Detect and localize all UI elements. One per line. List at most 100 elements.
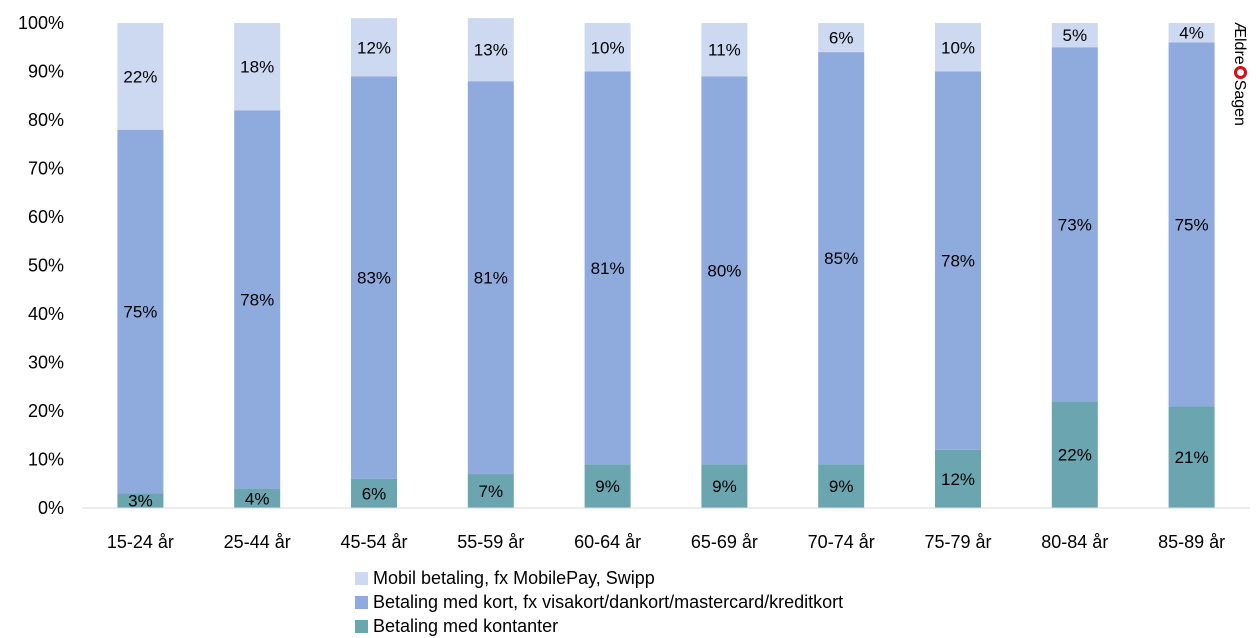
bar-segment xyxy=(935,23,981,72)
x-tick-label: 55-59 år xyxy=(457,532,524,552)
data-label: 73% xyxy=(1058,215,1092,234)
data-label: 80% xyxy=(707,261,741,280)
y-tick-label: 90% xyxy=(28,62,64,82)
y-tick-label: 30% xyxy=(28,353,64,373)
data-label: 21% xyxy=(1175,448,1209,467)
y-axis: 0% 10% 20% 30% 40% 50% 60% 70% 80% 90% 100% xyxy=(18,13,64,518)
bar-segment xyxy=(1051,47,1098,402)
data-label: 9% xyxy=(712,477,737,496)
legend-label-mobil: Mobil betaling, fx MobilePay, Swipp xyxy=(373,567,655,588)
data-label: 18% xyxy=(240,58,274,77)
data-label: 13% xyxy=(474,41,508,60)
bar-segment xyxy=(584,23,631,72)
y-tick-label: 0% xyxy=(38,498,64,518)
data-label: 9% xyxy=(595,477,620,496)
data-label: 85% xyxy=(824,249,858,268)
bars-group: 3% 75% 22% 4% 78% 18% 6% 83% 12% 7% 81% 13% 9% 81% 10%… xyxy=(117,18,1215,511)
legend-swatch-kontanter xyxy=(355,619,368,633)
bar-segment xyxy=(1051,23,1098,48)
legend-label-kontanter: Betaling med kontanter xyxy=(373,615,559,636)
legend: Mobil betaling, fx MobilePay, Swipp Beta… xyxy=(355,566,843,638)
bar-segment xyxy=(467,18,514,82)
bar-segment xyxy=(234,110,281,489)
x-tick-label: 25-44 år xyxy=(224,532,291,552)
bar-segment xyxy=(935,449,981,508)
bar-segment xyxy=(935,71,981,450)
y-tick-label: 60% xyxy=(28,207,64,227)
bar-segment xyxy=(584,464,631,508)
x-tick-label: 15-24 år xyxy=(107,532,174,552)
data-label: 78% xyxy=(941,252,975,271)
brand-text-pre: Ældre xyxy=(1231,22,1248,65)
data-label: 9% xyxy=(829,477,854,496)
bar-segment xyxy=(701,76,748,465)
data-label: 75% xyxy=(1175,215,1209,234)
data-label: 6% xyxy=(362,484,387,503)
legend-item-kort: Betaling med kort, fx visakort/dankort/m… xyxy=(355,590,843,614)
data-label: 4% xyxy=(245,489,270,508)
brand-logo: Ældre Sagen xyxy=(1228,22,1248,152)
x-tick-label: 65-69 år xyxy=(691,532,758,552)
x-axis: 15-24 år 25-44 år 45-54 år 55-59 år 60-64 år… xyxy=(82,507,1250,552)
bar-segment xyxy=(701,464,748,508)
data-label: 81% xyxy=(591,259,625,278)
y-tick-label: 80% xyxy=(28,110,64,130)
bar-segment xyxy=(467,81,514,475)
x-tick-label: 75-79 år xyxy=(924,532,991,552)
data-label: 12% xyxy=(941,470,975,489)
bar-segment xyxy=(818,464,865,508)
data-label: 4% xyxy=(1179,24,1204,43)
brand-dot-icon xyxy=(1234,65,1247,79)
bar-segment xyxy=(117,129,164,494)
data-label: 10% xyxy=(591,38,625,57)
bar-segment xyxy=(1168,23,1215,43)
bar-segment xyxy=(818,52,865,465)
data-label: 5% xyxy=(1063,26,1088,45)
bar-segment xyxy=(117,23,164,130)
bar-segment xyxy=(117,493,164,508)
bar-segment xyxy=(584,71,631,465)
x-tick-label: 60-64 år xyxy=(574,532,641,552)
data-label: 3% xyxy=(128,492,153,511)
stacked-bar-chart: 0% 10% 20% 30% 40% 50% 60% 70% 80% 90% 100% 3% 75% 2… xyxy=(18,13,1250,552)
bar-segment xyxy=(234,23,281,111)
y-tick-label: 70% xyxy=(28,159,64,179)
data-label: 11% xyxy=(708,41,741,60)
bar-segment xyxy=(818,23,865,53)
y-tick-label: 50% xyxy=(28,256,64,276)
data-label: 81% xyxy=(474,269,508,288)
legend-swatch-kort xyxy=(355,595,368,609)
legend-item-mobil: Mobil betaling, fx MobilePay, Swipp xyxy=(355,566,843,590)
data-label: 6% xyxy=(829,29,854,48)
bar-segment xyxy=(351,478,397,508)
bar-segment xyxy=(234,488,281,508)
data-label: 83% xyxy=(357,269,391,288)
bar-segment xyxy=(1168,42,1215,407)
bar-segment xyxy=(701,23,748,77)
data-label: 10% xyxy=(941,38,975,57)
data-label: 7% xyxy=(479,482,504,501)
data-label: 22% xyxy=(123,67,157,86)
legend-item-kontanter: Betaling med kontanter xyxy=(355,614,843,638)
y-tick-label: 10% xyxy=(28,450,64,470)
data-label: 22% xyxy=(1058,446,1092,465)
legend-swatch-mobil xyxy=(355,571,368,585)
x-tick-label: 70-74 år xyxy=(808,532,875,552)
brand-text-post: Sagen xyxy=(1231,79,1248,126)
x-tick-label: 85-89 år xyxy=(1158,532,1225,552)
y-tick-label: 20% xyxy=(28,401,64,421)
bar-segment xyxy=(351,76,397,479)
data-label: 12% xyxy=(357,38,391,57)
bar-segment xyxy=(351,18,397,77)
data-label: 78% xyxy=(240,290,274,309)
legend-label-kort: Betaling med kort, fx visakort/dankort/m… xyxy=(373,591,844,612)
bar-segment xyxy=(1051,401,1098,508)
x-tick-label: 45-54 år xyxy=(340,532,407,552)
brand-wordmark: Ældre Sagen xyxy=(1230,22,1248,126)
bar-segment xyxy=(1168,406,1215,508)
x-tick-label: 80-84 år xyxy=(1041,532,1108,552)
y-tick-label: 100% xyxy=(18,13,64,33)
data-label: 75% xyxy=(123,303,157,322)
bar-segment xyxy=(467,474,514,508)
y-tick-label: 40% xyxy=(28,304,64,324)
